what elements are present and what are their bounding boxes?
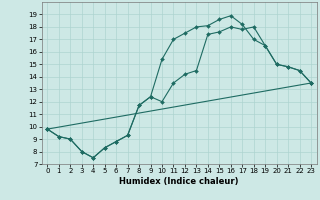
X-axis label: Humidex (Indice chaleur): Humidex (Indice chaleur) [119,177,239,186]
